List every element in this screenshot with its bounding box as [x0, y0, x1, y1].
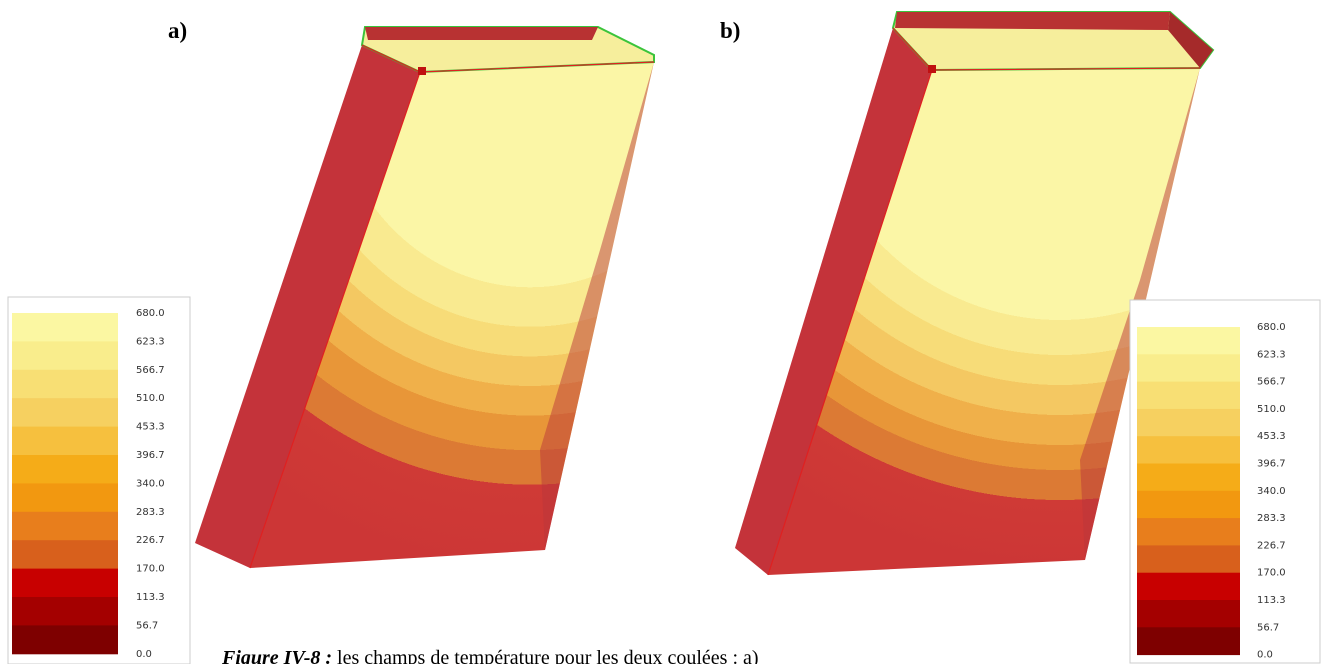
- marker: [418, 67, 426, 75]
- legend-swatch: [1137, 572, 1240, 601]
- legend-label: 170.0: [136, 564, 165, 575]
- side-face: [195, 45, 420, 568]
- legend-label: 283.3: [136, 507, 165, 518]
- legend-label: 453.3: [136, 422, 165, 433]
- legend-label: 56.7: [136, 620, 158, 631]
- legend-swatch: [12, 511, 118, 541]
- legend-swatch: [12, 568, 118, 598]
- legend-swatch: [1137, 408, 1240, 437]
- legend-swatch: [1137, 600, 1240, 628]
- edge: [767, 69, 933, 576]
- edge: [249, 71, 421, 569]
- legend-label: 623.3: [1257, 349, 1286, 360]
- legend-swatch: [12, 540, 118, 570]
- legend-label: 0.0: [136, 649, 152, 660]
- legend-swatch: [12, 313, 118, 342]
- legend-label: 396.7: [1257, 459, 1286, 470]
- legend-label: 0.0: [1257, 650, 1273, 661]
- legend-label: 680.0: [1257, 322, 1286, 333]
- marker: [928, 65, 936, 73]
- legend-swatch: [1137, 518, 1240, 546]
- legend-swatch: [12, 483, 118, 513]
- legend-label: 623.3: [136, 336, 165, 347]
- legend-swatch: [1137, 327, 1240, 355]
- legend-label: 113.3: [1257, 595, 1286, 606]
- caption: Figure IV-8 : les champs de température …: [221, 647, 759, 664]
- top-side: [1168, 12, 1213, 68]
- legend-swatch: [1137, 627, 1240, 656]
- legend-label: 680.0: [136, 308, 165, 319]
- legend-swatch: [12, 426, 118, 456]
- panel-label: a): [168, 18, 187, 43]
- top-edge: [895, 12, 1170, 30]
- legend-label: 396.7: [136, 450, 165, 461]
- legend-swatch: [12, 625, 118, 655]
- legend-label: 283.3: [1257, 513, 1286, 524]
- model-a: [195, 26, 655, 569]
- shade: [540, 62, 654, 550]
- legend-label: 340.0: [1257, 486, 1286, 497]
- model-b: [735, 11, 1215, 576]
- legend-label: 113.3: [136, 592, 165, 603]
- panel-label: b): [720, 18, 740, 43]
- legend-swatch: [12, 369, 118, 399]
- legend-swatch: [1137, 436, 1240, 464]
- legend-label: 340.0: [136, 478, 165, 489]
- legend-label: 566.7: [136, 365, 165, 376]
- legend-label: 226.7: [1257, 540, 1286, 551]
- legend-label: 510.0: [1257, 404, 1286, 415]
- legend-swatch: [12, 398, 118, 428]
- caption-text: les champs de température pour les deux …: [337, 647, 759, 664]
- legend-swatch: [1137, 354, 1240, 383]
- caption-title: Figure IV-8 :: [221, 647, 332, 664]
- legend-label: 226.7: [136, 535, 165, 546]
- legend-label: 453.3: [1257, 431, 1286, 442]
- top-edge: [365, 27, 598, 40]
- legend-swatch: [1137, 381, 1240, 410]
- legend-swatch: [12, 597, 118, 626]
- legend-swatch: [1137, 545, 1240, 574]
- legend-label: 510.0: [136, 393, 165, 404]
- legend-swatch: [12, 455, 118, 484]
- legend-swatch: [1137, 463, 1240, 492]
- legend-label: 170.0: [1257, 568, 1286, 579]
- legend-swatch: [12, 341, 118, 371]
- side-face: [735, 28, 932, 575]
- legend-label: 566.7: [1257, 377, 1286, 388]
- legend-swatch: [1137, 490, 1240, 519]
- legend-label: 56.7: [1257, 622, 1279, 633]
